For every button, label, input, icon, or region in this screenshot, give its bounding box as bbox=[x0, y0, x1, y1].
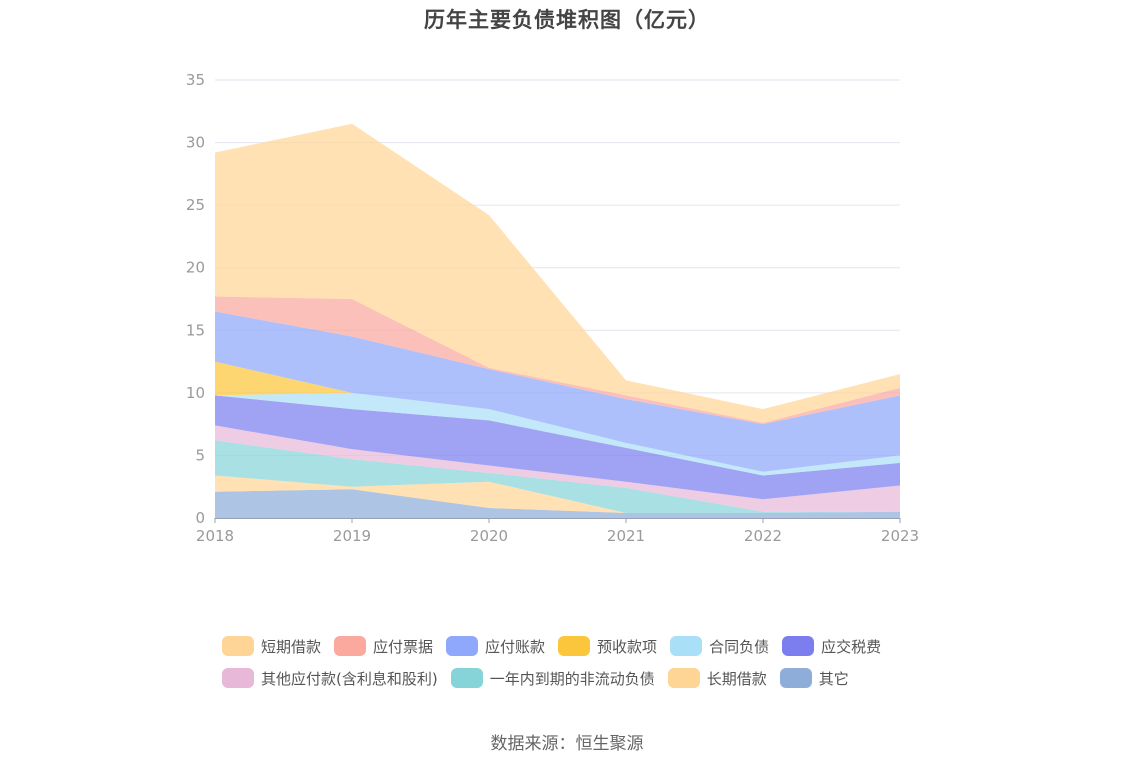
legend-item[interactable]: 应付票据 bbox=[334, 636, 433, 657]
legend-label: 其它 bbox=[818, 669, 849, 688]
legend-label: 短期借款 bbox=[261, 637, 322, 656]
area-series-7 bbox=[215, 311, 900, 472]
data-source-note: 数据来源：恒生聚源 bbox=[490, 734, 644, 754]
area-series-4 bbox=[215, 395, 900, 500]
legend-label: 其他应付款(含利息和股利) bbox=[261, 669, 438, 688]
y-tick-label: 20 bbox=[186, 259, 205, 277]
legend-item[interactable]: 一年内到期的非流动负债 bbox=[450, 668, 655, 689]
chart-title: 历年主要负债堆积图（亿元） bbox=[424, 8, 710, 32]
x-tick-label: 2020 bbox=[470, 527, 508, 545]
y-tick-label: 5 bbox=[195, 446, 205, 464]
legend-item[interactable]: 合同负债 bbox=[670, 636, 769, 657]
y-tick-label: 15 bbox=[186, 321, 205, 339]
x-tick-label: 2023 bbox=[881, 527, 919, 545]
legend-label: 预收款项 bbox=[597, 637, 658, 656]
area-series-2 bbox=[215, 440, 900, 513]
legend-swatch bbox=[450, 668, 483, 688]
legend-swatch bbox=[670, 636, 703, 656]
legend-swatch bbox=[334, 636, 367, 656]
legend-label: 应交税费 bbox=[821, 637, 882, 656]
legend-item[interactable]: 预收款项 bbox=[558, 636, 657, 657]
x-tick-label: 2019 bbox=[333, 527, 371, 545]
legend-row: 其他应付款(含利息和股利) 一年内到期的非流动负债 长期借款 其它 bbox=[222, 662, 942, 694]
legend-swatch bbox=[222, 636, 254, 656]
y-tick-label: 30 bbox=[186, 134, 205, 152]
legend-item[interactable]: 长期借款 bbox=[667, 668, 767, 689]
chart-legend: 短期借款 应付票据 应付账款 预收款项 合同负债 应交税费其他应付款(含利息和股利) 一年内… bbox=[222, 630, 942, 694]
legend-item[interactable]: 短期借款 bbox=[222, 636, 321, 657]
legend-swatch bbox=[558, 636, 591, 656]
legend-label: 长期借款 bbox=[706, 669, 767, 688]
area-series-0 bbox=[215, 489, 900, 518]
legend-item[interactable]: 应付账款 bbox=[446, 636, 545, 657]
legend-item[interactable]: 应交税费 bbox=[782, 636, 881, 657]
area-series-9 bbox=[215, 123, 900, 423]
legend-label: 一年内到期的非流动负债 bbox=[489, 669, 655, 688]
legend-label: 合同负债 bbox=[709, 637, 770, 656]
legend-label: 应付账款 bbox=[485, 637, 546, 656]
y-tick-label: 25 bbox=[186, 196, 205, 214]
legend-item[interactable]: 其他应付款(含利息和股利) bbox=[222, 668, 438, 689]
x-tick-label: 2022 bbox=[744, 527, 782, 545]
legend-swatch bbox=[222, 668, 254, 688]
area-series-3 bbox=[215, 425, 900, 512]
legend-swatch bbox=[667, 668, 700, 688]
legend-label: 应付票据 bbox=[373, 637, 434, 656]
y-tick-label: 10 bbox=[186, 384, 205, 402]
area-series-1 bbox=[215, 475, 900, 513]
y-tick-label: 0 bbox=[195, 509, 205, 527]
x-tick-label: 2018 bbox=[196, 527, 234, 545]
legend-swatch bbox=[446, 636, 479, 656]
legend-swatch bbox=[779, 668, 812, 688]
legend-row: 短期借款 应付票据 应付账款 预收款项 合同负债 应交税费 bbox=[222, 630, 942, 662]
legend-swatch bbox=[782, 636, 815, 656]
y-tick-label: 35 bbox=[186, 71, 205, 89]
area-series-5 bbox=[215, 392, 900, 476]
x-tick-label: 2021 bbox=[607, 527, 645, 545]
legend-item[interactable]: 其它 bbox=[779, 668, 849, 689]
area-series-8 bbox=[215, 296, 900, 425]
